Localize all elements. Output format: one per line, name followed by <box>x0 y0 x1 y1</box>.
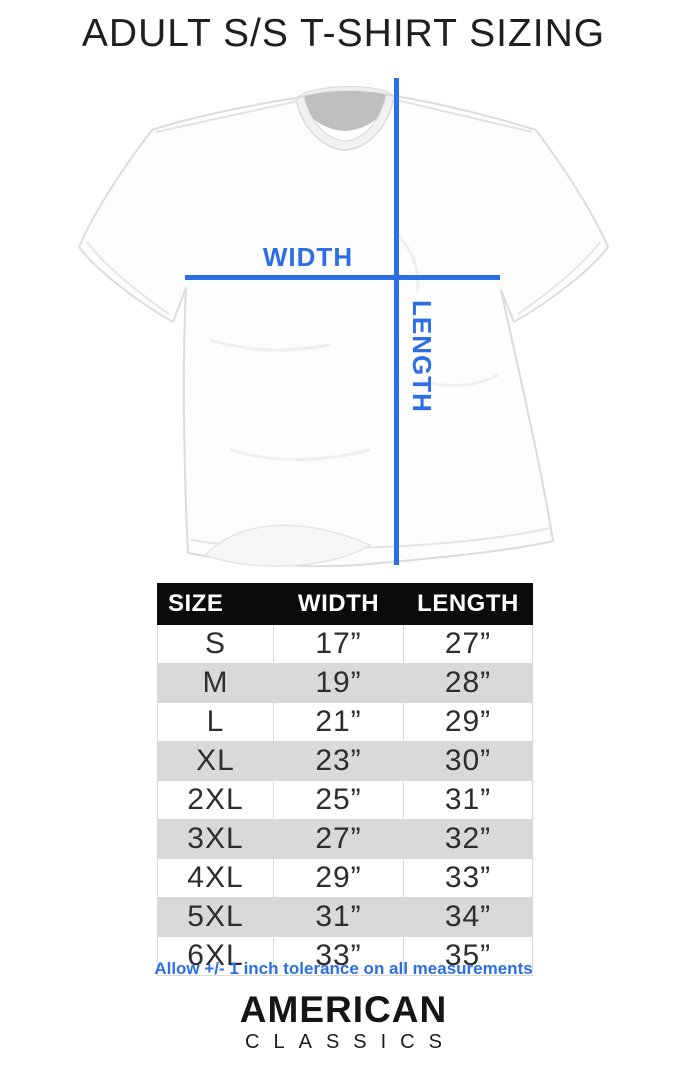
width-measure-line <box>185 275 500 280</box>
cell-width: 21” <box>273 702 404 742</box>
seam-line <box>517 241 601 315</box>
cell-width: 27” <box>273 819 404 859</box>
cell-width: 29” <box>273 858 404 898</box>
length-label: LENGTH <box>407 300 437 413</box>
tshirt-body <box>78 95 609 568</box>
cell-length: 30” <box>403 741 533 781</box>
wrinkle-line <box>209 338 331 352</box>
seam-line <box>155 100 299 133</box>
cell-size: 3XL <box>157 819 274 859</box>
header-length: LENGTH <box>403 583 533 625</box>
cell-width: 25” <box>273 780 404 820</box>
table-row: 4XL 29” 33” <box>157 858 533 898</box>
cell-length: 27” <box>403 624 533 664</box>
wrinkle-line <box>393 230 420 293</box>
cell-size: 2XL <box>157 780 274 820</box>
table-row: M 19” 28” <box>157 663 533 703</box>
cell-length: 33” <box>403 858 533 898</box>
seam-line <box>391 98 533 133</box>
table-row: 3XL 27” 32” <box>157 819 533 859</box>
size-table: SIZE WIDTH LENGTH S 17” 27” M 19” 28” L 21” 29” X… <box>157 583 533 976</box>
size-table-body: S 17” 27” M 19” 28” L 21” 29” XL 23” 30” 2XL 25” 31” 3X… <box>157 624 533 976</box>
cell-length: 32” <box>403 819 533 859</box>
cell-length: 28” <box>403 663 533 703</box>
hem-fold <box>203 524 372 567</box>
brand-logo: AMERICAN CLASSICS <box>0 991 687 1052</box>
cell-width: 23” <box>273 741 404 781</box>
length-measure-line <box>394 78 399 565</box>
cell-size: XL <box>157 741 274 781</box>
tshirt-icon <box>78 85 609 568</box>
cell-width: 33” <box>273 936 404 976</box>
table-row: S 17” 27” <box>157 624 533 664</box>
cell-size: L <box>157 702 274 742</box>
cell-width: 31” <box>273 897 404 937</box>
table-row: 6XL 33” 35” <box>157 936 533 976</box>
header-size: SIZE <box>157 583 274 625</box>
seam-line <box>86 241 170 315</box>
cell-size: 4XL <box>157 858 274 898</box>
table-row: 5XL 31” 34” <box>157 897 533 937</box>
tolerance-note: Allow +/- 1 inch tolerance on all measur… <box>154 959 533 978</box>
cell-size: S <box>157 624 274 664</box>
cell-length: 29” <box>403 702 533 742</box>
cell-length: 34” <box>403 897 533 937</box>
width-label: WIDTH <box>262 242 354 272</box>
table-row: 2XL 25” 31” <box>157 780 533 820</box>
table-header-row: SIZE WIDTH LENGTH <box>157 583 533 625</box>
cell-size: 6XL <box>157 936 274 976</box>
cell-size: 5XL <box>157 897 274 937</box>
tshirt-graphic <box>75 82 615 577</box>
brand-subname: CLASSICS <box>245 1031 456 1053</box>
cell-width: 17” <box>273 624 404 664</box>
brand-name: AMERICAN <box>239 989 448 1030</box>
wrinkle-line <box>419 373 499 387</box>
header-width: WIDTH <box>273 583 404 625</box>
page-title: ADULT S/S T-SHIRT SIZING <box>81 12 606 55</box>
wrinkle-line <box>229 448 371 461</box>
table-row: L 21” 29” <box>157 702 533 742</box>
table-row: XL 23” 30” <box>157 741 533 781</box>
cell-length: 35” <box>403 936 533 976</box>
cell-size: M <box>157 663 274 703</box>
cell-width: 19” <box>273 663 404 703</box>
cell-length: 31” <box>403 780 533 820</box>
tshirt-collar-shadow <box>299 90 391 131</box>
